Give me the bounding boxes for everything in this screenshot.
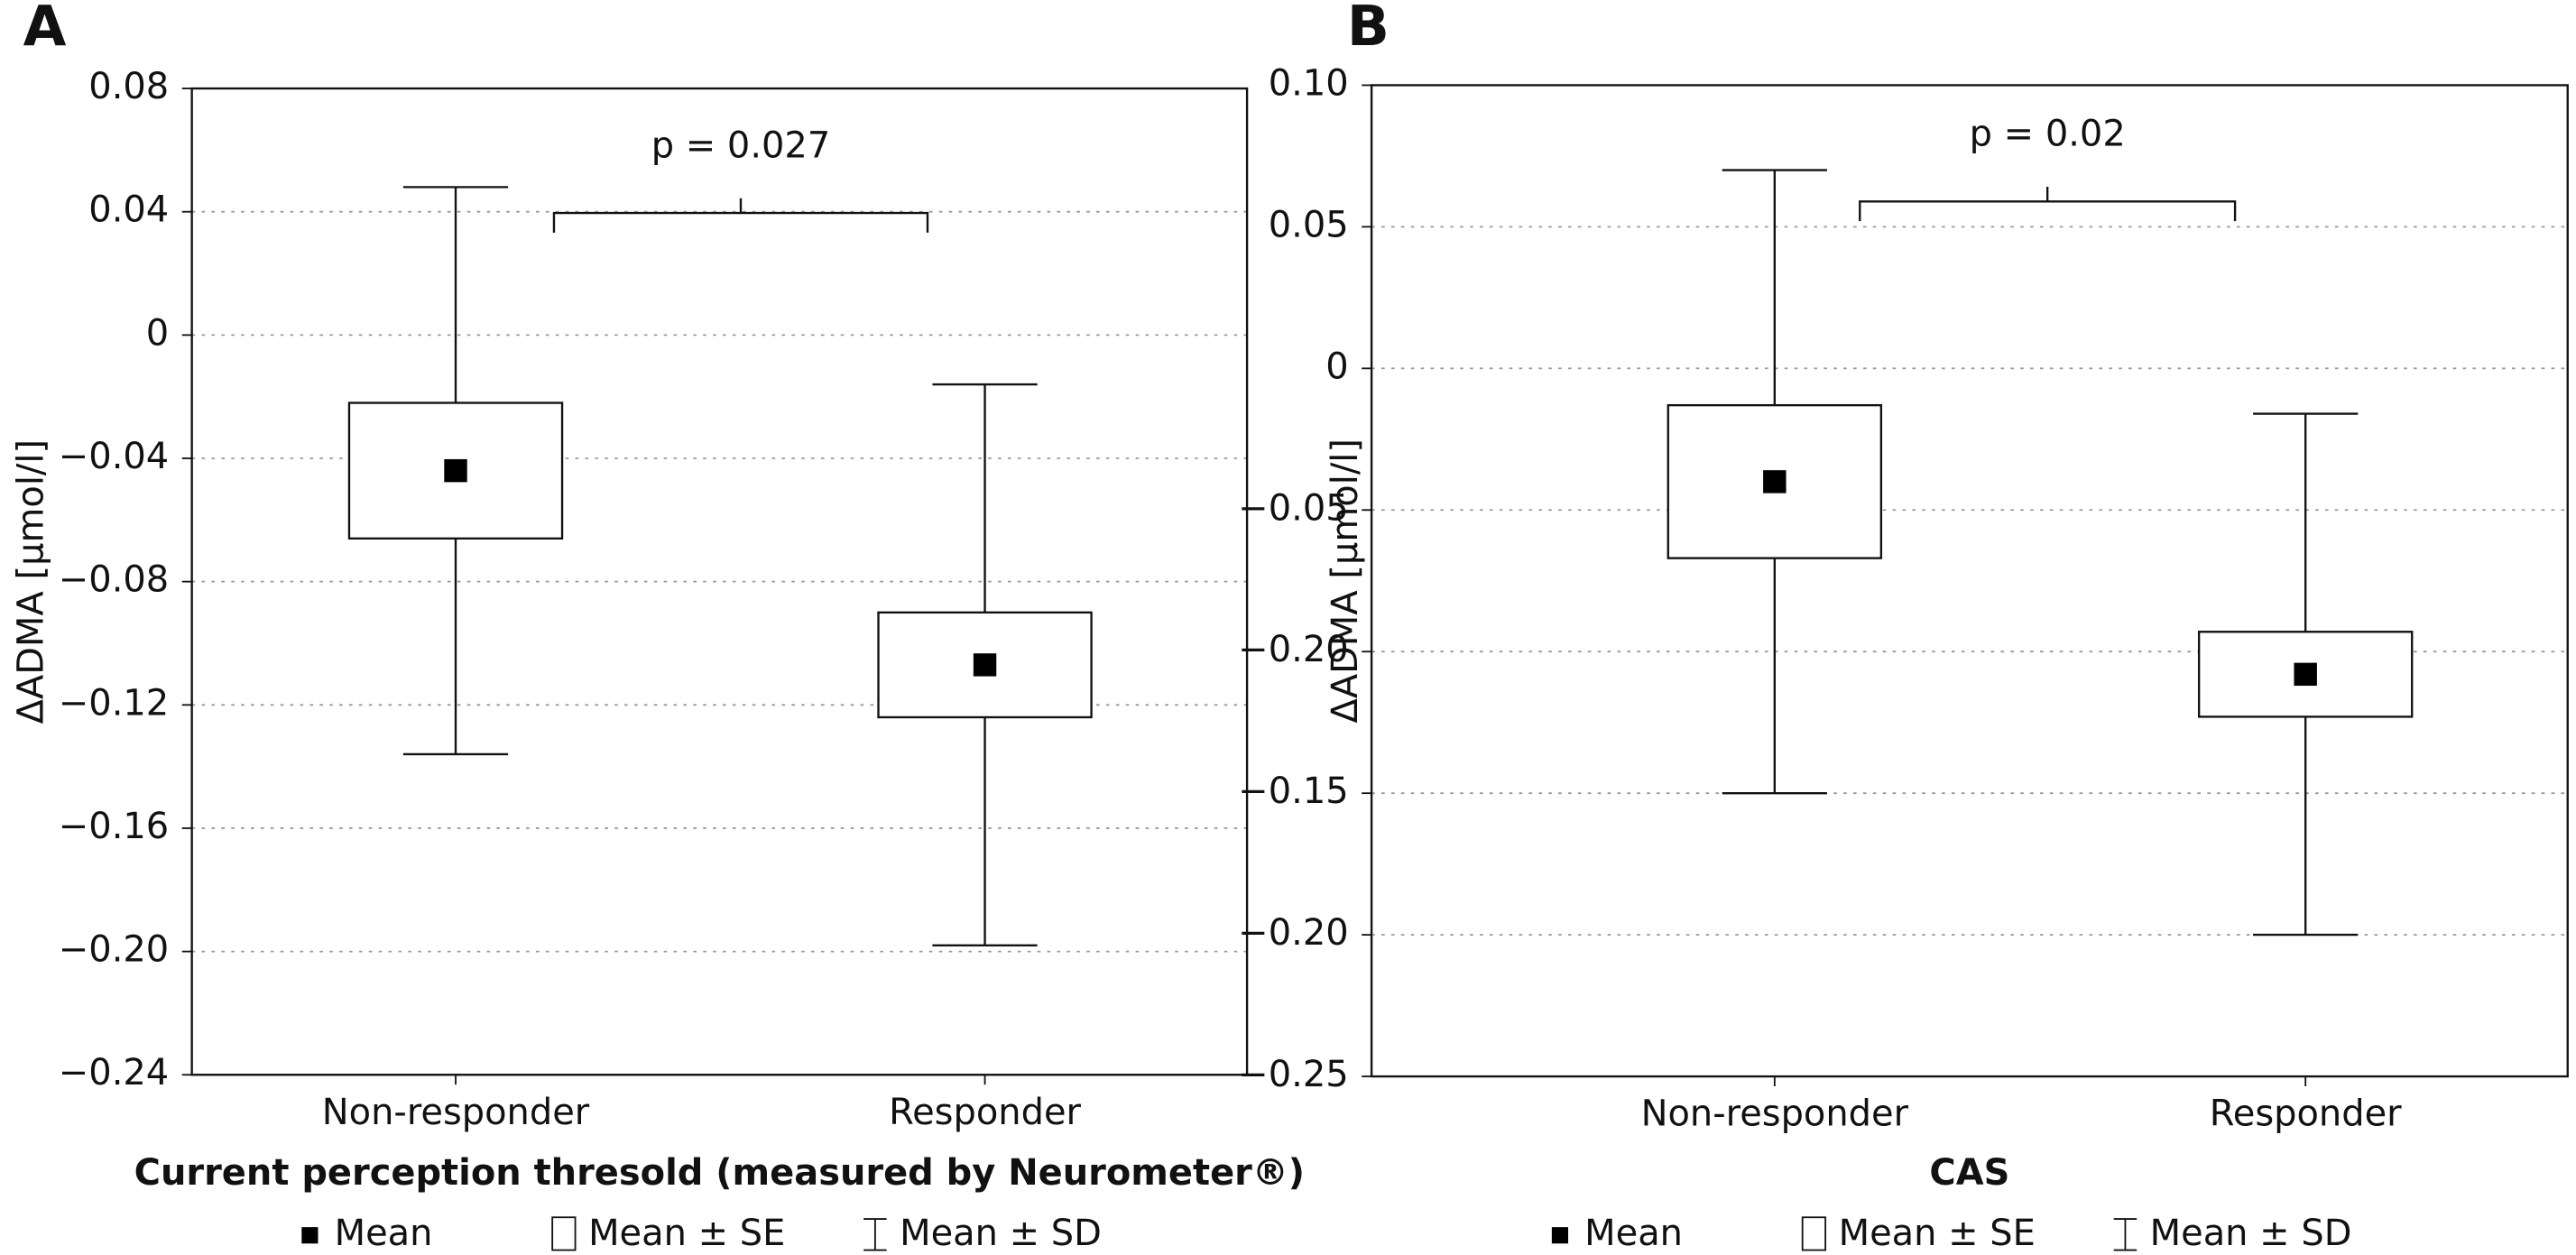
panel-label: B [1347,0,1390,59]
y-tick-label: −0.20 [1238,912,1348,954]
legend-symbol [301,1227,319,1244]
x-axis-label: Current perception thresold (measured by… [134,1152,1305,1194]
mean-marker [973,653,997,677]
mean-marker [1763,470,1787,494]
x-tick-label: Non-responder [1641,1094,1909,1135]
y-tick-label: 0.04 [88,189,169,231]
plot-frame [1370,84,2569,1078]
y-tick-label: −0.08 [59,559,169,601]
y-tick-label: −0.25 [1238,1054,1348,1095]
legend-symbol [551,1216,577,1251]
x-axis-label: CAS [1929,1152,2009,1194]
significance-bracket [1859,187,2237,222]
mean-marker [444,458,467,483]
y-tick-label: 0.08 [88,66,169,107]
y-tick-label: −0.05 [1238,487,1348,529]
y-tick-label: −0.24 [59,1052,169,1094]
y-tick-label: −0.15 [1238,771,1348,812]
x-tick-label: Responder [2210,1094,2402,1135]
plot-frame [190,87,1249,1076]
x-tick-label: Non-responder [322,1092,590,1133]
p-value: p = 0.02 [1970,114,2126,155]
legend-label: Mean ± SE [588,1213,785,1254]
legend-symbol [1801,1216,1827,1251]
p-value: p = 0.027 [651,125,831,166]
legend-label: Mean [335,1213,433,1254]
y-tick-label: −0.12 [59,682,169,724]
y-tick-label: 0.05 [1269,204,1349,245]
y-tick-label: 0.10 [1269,62,1349,104]
y-tick-label: −0.16 [59,806,169,847]
y-tick-label: 0 [1325,346,1348,387]
x-tick-label: Responder [889,1092,1081,1133]
y-tick-label: −0.20 [1238,629,1348,670]
legend-label: Mean [1584,1213,1683,1254]
legend-label: Mean ± SD [900,1213,1102,1254]
y-axis-label: ΔADMA [μmol/l] [11,439,52,724]
significance-bracket [552,198,929,233]
legend-label: Mean ± SD [2150,1213,2352,1254]
y-tick-label: −0.04 [59,436,169,477]
mean-marker [2294,662,2317,687]
legend-symbol [2113,1218,2137,1251]
y-tick-label: 0 [146,312,169,354]
y-axis-label: ΔADMA [μmol/l] [1325,438,1366,723]
legend-symbol [1551,1227,1569,1244]
y-tick-label: −0.20 [59,929,169,971]
legend-symbol [863,1218,887,1251]
legend-label: Mean ± SE [1839,1213,2036,1254]
panel-label: A [23,0,67,59]
